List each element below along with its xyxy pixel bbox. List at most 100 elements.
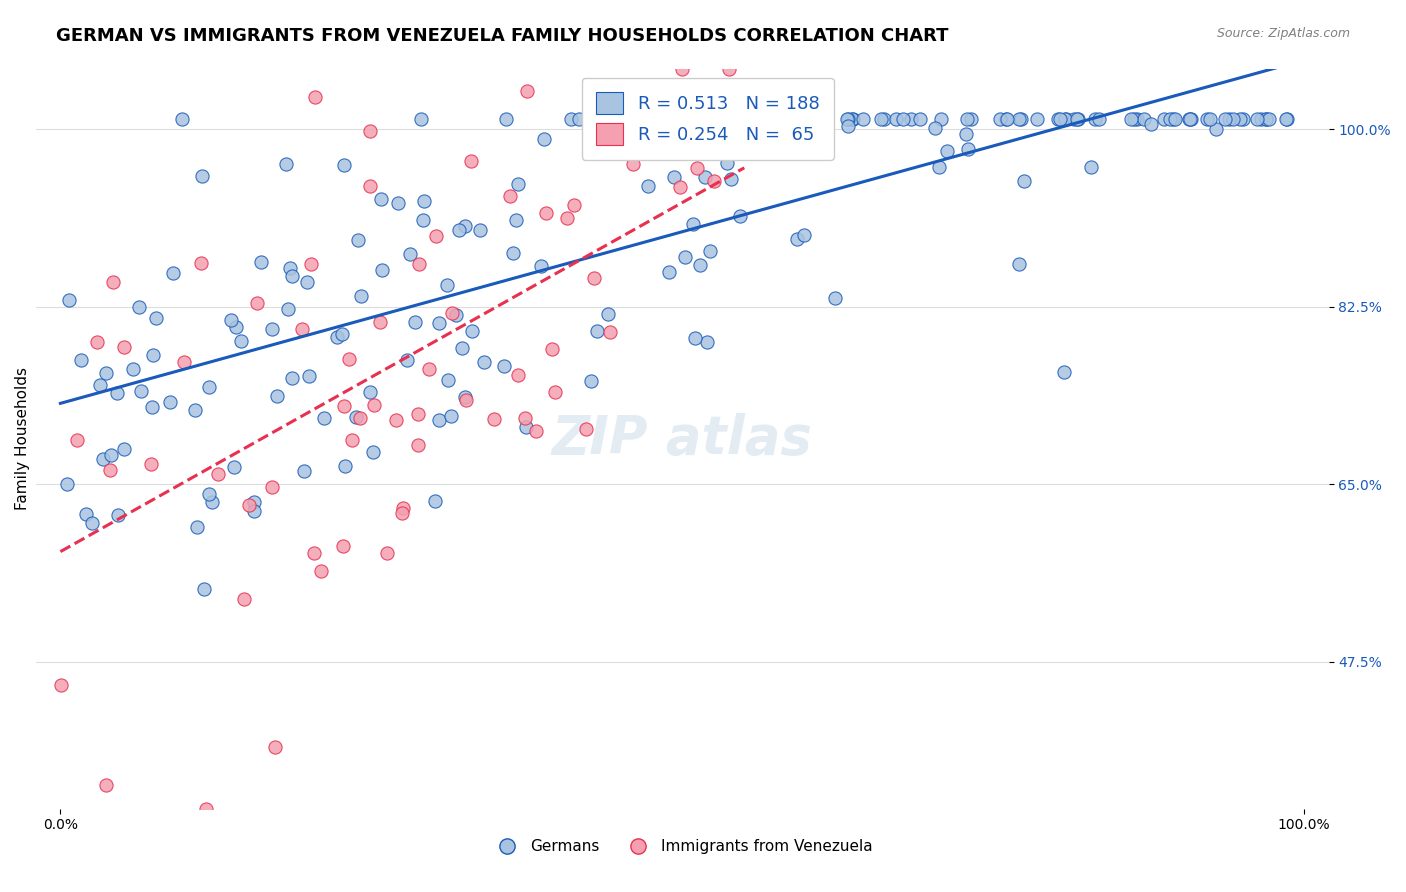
Immigrants from Venezuela — [332, 539, 354, 553]
Germans — [1126, 112, 1149, 127]
Text: ZIP atlas: ZIP atlas — [551, 413, 813, 465]
Germans — [936, 144, 959, 158]
Germans — [682, 217, 704, 231]
Germans — [440, 409, 463, 423]
Germans — [1008, 257, 1031, 271]
Immigrants from Venezuela — [66, 433, 89, 447]
Germans — [398, 247, 420, 261]
Germans — [1163, 112, 1185, 127]
Germans — [96, 366, 118, 380]
Immigrants from Venezuela — [686, 161, 709, 176]
Immigrants from Venezuela — [190, 255, 212, 269]
Germans — [80, 516, 103, 531]
Germans — [560, 112, 582, 127]
Immigrants from Venezuela — [425, 229, 447, 244]
Immigrants from Venezuela — [299, 256, 322, 270]
Immigrants from Venezuela — [408, 257, 430, 271]
Germans — [884, 112, 907, 127]
Germans — [685, 331, 707, 345]
Germans — [1222, 112, 1244, 127]
Germans — [1159, 112, 1181, 127]
Germans — [873, 112, 896, 127]
Germans — [1277, 112, 1299, 127]
Germans — [505, 213, 527, 227]
Immigrants from Venezuela — [291, 321, 314, 335]
Germans — [58, 293, 80, 307]
Germans — [686, 112, 709, 127]
Germans — [1213, 112, 1236, 127]
Germans — [515, 420, 537, 434]
Germans — [276, 157, 298, 171]
Germans — [159, 394, 181, 409]
Germans — [530, 259, 553, 273]
Germans — [665, 139, 688, 153]
Germans — [347, 234, 370, 248]
Germans — [243, 495, 266, 509]
Germans — [1153, 112, 1175, 127]
Germans — [437, 373, 460, 387]
Germans — [1275, 112, 1298, 127]
Germans — [533, 131, 555, 145]
Legend: R = 0.513   N = 188, R = 0.254   N =  65: R = 0.513 N = 188, R = 0.254 N = 65 — [582, 78, 834, 160]
Germans — [495, 112, 517, 127]
Germans — [959, 112, 981, 127]
Germans — [183, 402, 205, 417]
Immigrants from Venezuela — [440, 306, 463, 320]
Germans — [470, 223, 492, 237]
Germans — [371, 262, 394, 277]
Germans — [637, 178, 659, 193]
Immigrants from Venezuela — [302, 546, 325, 560]
Immigrants from Venezuela — [359, 179, 381, 194]
Germans — [852, 112, 875, 127]
Germans — [1133, 112, 1156, 127]
Germans — [243, 503, 266, 517]
Immigrants from Venezuela — [349, 411, 371, 425]
Germans — [793, 228, 815, 243]
Germans — [1232, 112, 1254, 127]
Germans — [170, 112, 193, 127]
Germans — [325, 330, 347, 344]
Immigrants from Venezuela — [408, 437, 430, 451]
Germans — [461, 324, 484, 338]
Germans — [689, 258, 711, 272]
Germans — [568, 112, 591, 127]
Germans — [870, 112, 893, 127]
Germans — [451, 342, 474, 356]
Germans — [956, 142, 979, 156]
Germans — [596, 307, 619, 321]
Germans — [330, 326, 353, 341]
Text: GERMAN VS IMMIGRANTS FROM VENEZUELA FAMILY HOUSEHOLDS CORRELATION CHART: GERMAN VS IMMIGRANTS FROM VENEZUELA FAMI… — [56, 27, 949, 45]
Germans — [793, 112, 815, 127]
Germans — [747, 112, 769, 127]
Germans — [221, 313, 243, 327]
Germans — [841, 112, 863, 127]
Germans — [786, 231, 808, 245]
Immigrants from Venezuela — [513, 411, 536, 425]
Immigrants from Venezuela — [233, 591, 256, 606]
Germans — [474, 355, 496, 369]
Immigrants from Venezuela — [94, 778, 117, 792]
Immigrants from Venezuela — [541, 342, 564, 356]
Germans — [1119, 112, 1142, 127]
Germans — [1218, 112, 1240, 127]
Germans — [1012, 174, 1035, 188]
Germans — [387, 195, 409, 210]
Germans — [696, 334, 718, 349]
Immigrants from Venezuela — [333, 399, 356, 413]
Immigrants from Venezuela — [454, 392, 477, 407]
Germans — [988, 112, 1011, 127]
Immigrants from Venezuela — [51, 678, 73, 692]
Germans — [105, 385, 128, 400]
Germans — [198, 380, 221, 394]
Germans — [502, 245, 524, 260]
Germans — [664, 170, 686, 185]
Germans — [1161, 112, 1184, 127]
Germans — [412, 194, 434, 209]
Germans — [298, 368, 321, 383]
Germans — [141, 400, 163, 414]
Immigrants from Venezuela — [506, 368, 529, 383]
Germans — [281, 268, 304, 283]
Germans — [928, 160, 950, 174]
Germans — [1140, 117, 1163, 131]
Germans — [427, 316, 450, 330]
